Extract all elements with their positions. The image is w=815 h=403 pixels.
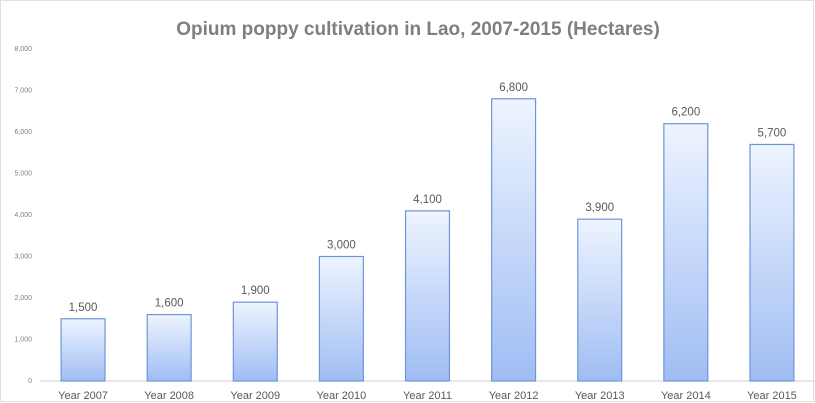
bar [749, 143, 795, 382]
y-tick-label: 0 [28, 378, 32, 385]
y-tick-label: 3,000 [14, 253, 32, 260]
data-label: 1,500 [69, 302, 98, 314]
data-label: 6,800 [499, 82, 528, 94]
bar [404, 210, 451, 382]
bar [60, 318, 106, 382]
data-label: 5,700 [758, 127, 787, 139]
data-label: 3,900 [585, 202, 614, 214]
bar [577, 218, 623, 382]
y-tick-label: 8,000 [14, 46, 32, 53]
bar [232, 301, 278, 382]
x-tick-label: Year 2010 [317, 390, 367, 402]
data-label: 1,900 [241, 285, 270, 297]
x-tick-label: Year 2014 [661, 390, 711, 402]
y-tick-label: 2,000 [14, 295, 32, 302]
data-label: 6,200 [671, 107, 700, 119]
bar [663, 123, 709, 382]
x-tick-label: Year 2012 [489, 390, 539, 402]
x-tick-label: Year 2007 [58, 390, 108, 402]
x-tick-label: Year 2013 [575, 390, 625, 402]
bar [491, 98, 537, 382]
x-tick-label: Year 2008 [144, 390, 194, 402]
y-tick-label: 4,000 [14, 212, 32, 219]
chart-title: Opium poppy cultivation in Lao, 2007-201… [176, 19, 660, 40]
x-tick-label: Year 2015 [747, 390, 797, 402]
y-tick-label: 5,000 [14, 170, 32, 177]
y-tick-label: 7,000 [14, 87, 32, 94]
data-label: 4,100 [413, 194, 442, 206]
data-label: 3,000 [327, 240, 356, 252]
x-tick-label: Year 2009 [230, 390, 280, 402]
bar [318, 255, 364, 382]
bar [146, 314, 192, 382]
x-tick-label: Year 2011 [403, 390, 452, 402]
data-label: 1,600 [155, 298, 184, 310]
y-tick-label: 1,000 [14, 336, 32, 343]
y-tick-label: 6,000 [14, 129, 32, 136]
